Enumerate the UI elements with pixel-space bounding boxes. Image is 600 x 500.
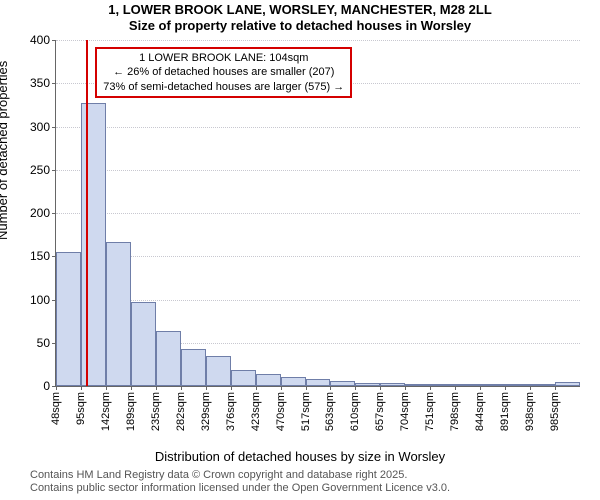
y-tick-label: 50 (37, 336, 56, 350)
histogram-bar (131, 302, 156, 386)
x-tick-label: 142sqm (100, 392, 112, 431)
x-tick-mark (530, 386, 531, 390)
x-tick-mark (181, 386, 182, 390)
annotation-line: 73% of semi-detached houses are larger (… (103, 80, 344, 94)
title-line1: 1, LOWER BROOK LANE, WORSLEY, MANCHESTER… (108, 2, 492, 17)
attribution-footer: Contains HM Land Registry data © Crown c… (30, 469, 450, 497)
histogram-bar (455, 384, 480, 386)
y-tick-label: 100 (30, 293, 56, 307)
x-tick-label: 844sqm (474, 392, 486, 431)
x-tick-label: 470sqm (275, 392, 287, 431)
y-tick-label: 0 (43, 379, 56, 393)
y-tick-label: 150 (30, 249, 56, 263)
histogram-bar (156, 331, 181, 386)
x-tick-mark (555, 386, 556, 390)
x-tick-label: 657sqm (374, 392, 386, 431)
gridline (56, 256, 580, 257)
x-tick-label: 798sqm (449, 392, 461, 431)
reference-vline (86, 40, 88, 386)
x-tick-mark (281, 386, 282, 390)
y-tick-label: 200 (30, 206, 56, 220)
x-tick-mark (480, 386, 481, 390)
x-tick-label: 48sqm (50, 392, 62, 425)
histogram-bar (256, 374, 281, 386)
x-tick-label: 891sqm (499, 392, 511, 431)
histogram-bar (56, 252, 81, 386)
histogram-bar (405, 384, 430, 386)
gridline (56, 40, 580, 41)
title-line2: Size of property relative to detached ho… (129, 18, 471, 33)
x-tick-mark (131, 386, 132, 390)
annotation-line: ← 26% of detached houses are smaller (20… (103, 65, 344, 79)
histogram-bar (281, 377, 306, 387)
annotation-line: 1 LOWER BROOK LANE: 104sqm (103, 51, 344, 65)
chart-title: 1, LOWER BROOK LANE, WORSLEY, MANCHESTER… (0, 2, 600, 35)
histogram-bar (430, 384, 455, 386)
gridline (56, 170, 580, 171)
x-axis-label: Distribution of detached houses by size … (0, 449, 600, 464)
x-tick-mark (330, 386, 331, 390)
histogram-bar (530, 384, 555, 386)
x-tick-mark (56, 386, 57, 390)
x-tick-label: 329sqm (200, 392, 212, 431)
x-tick-mark (355, 386, 356, 390)
histogram-bar (355, 383, 380, 386)
histogram-bar (231, 370, 256, 386)
histogram-bar (181, 349, 206, 386)
x-tick-label: 704sqm (399, 392, 411, 431)
histogram-bar (306, 379, 331, 386)
x-tick-label: 517sqm (300, 392, 312, 431)
x-tick-label: 985sqm (549, 392, 561, 431)
x-tick-label: 751sqm (424, 392, 436, 431)
x-tick-mark (206, 386, 207, 390)
x-tick-label: 376sqm (225, 392, 237, 431)
x-tick-label: 189sqm (125, 392, 137, 431)
x-tick-label: 610sqm (349, 392, 361, 431)
gridline (56, 300, 580, 301)
x-tick-label: 938sqm (524, 392, 536, 431)
x-tick-label: 563sqm (324, 392, 336, 431)
x-tick-mark (306, 386, 307, 390)
histogram-bar (81, 103, 106, 386)
x-tick-label: 423sqm (250, 392, 262, 431)
histogram-bar (555, 382, 580, 386)
footer-line1: Contains HM Land Registry data © Crown c… (30, 469, 407, 481)
x-tick-mark (156, 386, 157, 390)
x-tick-mark (231, 386, 232, 390)
plot-area: 05010015020025030035040048sqm95sqm142sqm… (55, 40, 580, 387)
y-tick-label: 400 (30, 33, 56, 47)
histogram-bar (380, 383, 405, 386)
y-tick-label: 350 (30, 76, 56, 90)
x-tick-label: 282sqm (175, 392, 187, 431)
annotation-box: 1 LOWER BROOK LANE: 104sqm← 26% of detac… (95, 47, 352, 98)
x-tick-label: 235sqm (150, 392, 162, 431)
x-tick-mark (380, 386, 381, 390)
footer-line2: Contains public sector information licen… (30, 482, 450, 494)
histogram-bar (480, 384, 505, 386)
x-tick-mark (505, 386, 506, 390)
histogram-bar (106, 242, 131, 386)
x-tick-mark (81, 386, 82, 390)
x-tick-mark (455, 386, 456, 390)
histogram-bar (505, 384, 530, 386)
x-tick-mark (256, 386, 257, 390)
x-tick-mark (106, 386, 107, 390)
y-tick-label: 300 (30, 120, 56, 134)
y-axis-label: Number of detached properties (0, 61, 10, 240)
x-tick-mark (405, 386, 406, 390)
gridline (56, 127, 580, 128)
x-tick-mark (430, 386, 431, 390)
gridline (56, 213, 580, 214)
y-tick-label: 250 (30, 163, 56, 177)
histogram-bar (330, 381, 355, 386)
x-tick-label: 95sqm (75, 392, 87, 425)
histogram-bar (206, 356, 231, 386)
